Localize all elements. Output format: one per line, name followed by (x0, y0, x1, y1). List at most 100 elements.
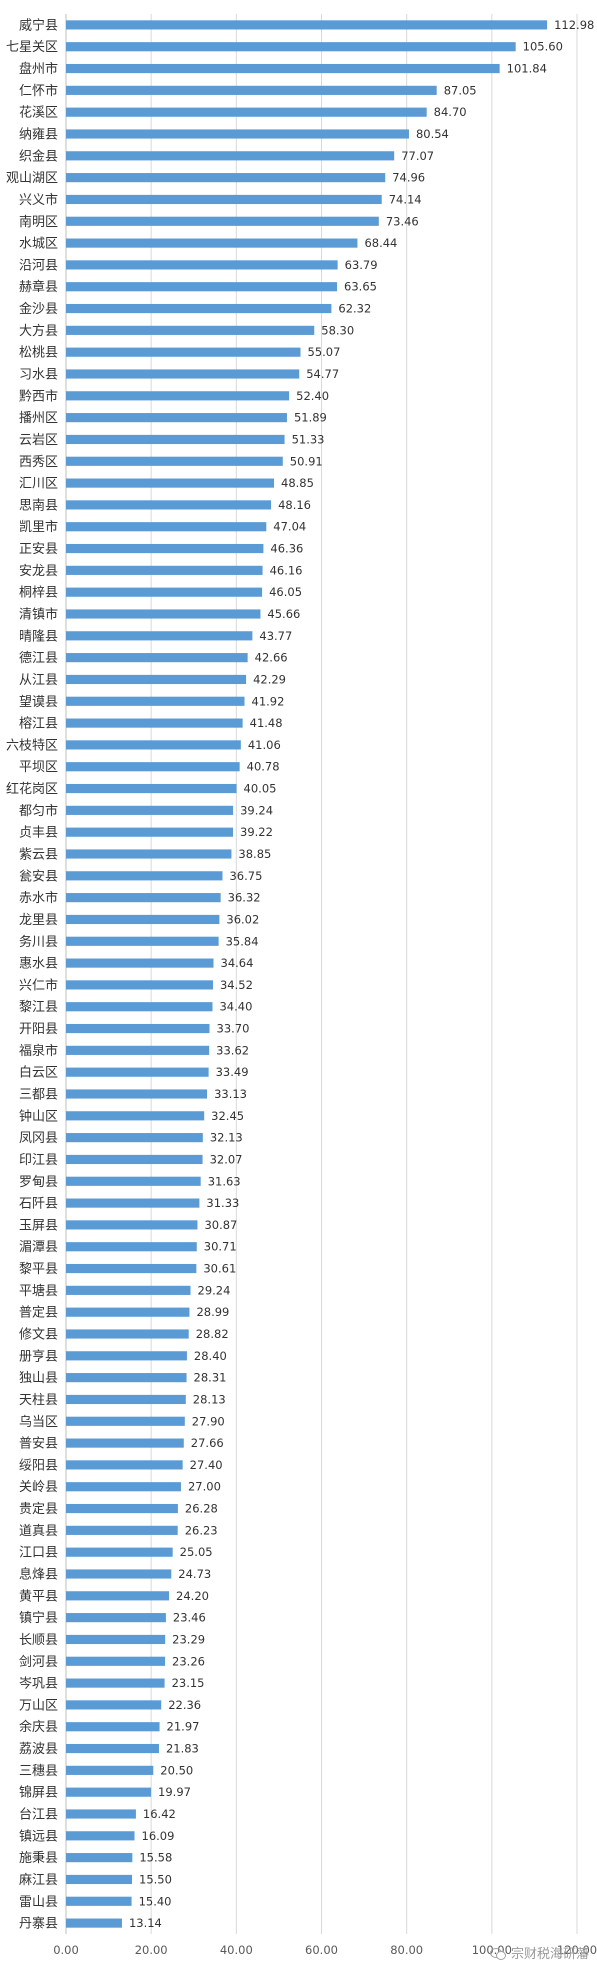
value-label: 30.71 (204, 1240, 237, 1254)
value-label: 34.64 (221, 956, 254, 970)
value-label: 16.09 (142, 1829, 175, 1843)
category-label: 瓮安县 (19, 869, 58, 884)
bar (66, 631, 253, 641)
category-label: 万山区 (19, 1698, 58, 1713)
bar (66, 369, 300, 379)
value-label: 35.84 (226, 934, 259, 948)
value-label: 28.13 (193, 1392, 226, 1406)
bar (66, 1591, 170, 1601)
bar (66, 500, 272, 510)
category-label: 榕江县 (19, 717, 58, 732)
category-label: 剑河县 (19, 1654, 58, 1670)
value-label: 41.92 (252, 694, 285, 708)
category-label: 兴仁市 (19, 977, 58, 993)
value-label: 43.77 (259, 629, 292, 643)
category-label: 绥阳县 (19, 1458, 58, 1473)
category-label: 册亨县 (19, 1348, 58, 1364)
category-label: 观山湖区 (6, 171, 58, 186)
value-label: 21.97 (167, 1720, 200, 1734)
category-label: 石阡县 (19, 1197, 58, 1212)
category-label: 印江县 (19, 1153, 58, 1168)
bar (66, 936, 219, 946)
value-label: 41.48 (250, 716, 283, 730)
category-label: 花溪区 (19, 105, 58, 121)
value-label: 27.40 (190, 1458, 223, 1472)
value-label: 26.23 (185, 1523, 218, 1537)
x-tick-label: 60.00 (305, 1943, 338, 1957)
category-label: 威宁县 (19, 17, 58, 33)
bar (66, 173, 386, 183)
bar (66, 107, 427, 117)
value-label: 34.40 (219, 1000, 252, 1014)
bar (66, 587, 263, 597)
value-label: 23.46 (173, 1611, 206, 1625)
gridlines (65, 14, 578, 1934)
value-label: 36.75 (229, 869, 262, 883)
bar (66, 565, 263, 575)
value-label: 52.40 (296, 389, 329, 403)
category-label: 余庆县 (19, 1719, 58, 1735)
category-label: 钟山区 (19, 1108, 58, 1124)
value-label: 62.32 (338, 302, 371, 316)
category-label: 罗甸县 (19, 1175, 58, 1190)
bar (66, 1285, 191, 1295)
category-label: 务川县 (19, 934, 58, 950)
category-label: 望谟县 (19, 694, 58, 710)
bar (66, 413, 287, 423)
category-label: 道真县 (19, 1524, 58, 1539)
category-label: 修文县 (19, 1328, 58, 1343)
category-label: 江口县 (19, 1546, 58, 1561)
bar (66, 522, 267, 532)
bar (66, 653, 248, 663)
value-label: 39.22 (240, 825, 273, 839)
category-label: 施秉县 (19, 1850, 58, 1866)
value-label: 33.13 (214, 1087, 247, 1101)
bar (66, 216, 379, 226)
bar (66, 1023, 210, 1034)
value-label: 20.50 (160, 1763, 193, 1777)
bar (66, 42, 516, 52)
bar (66, 609, 261, 619)
category-label: 织金县 (19, 148, 58, 164)
value-label: 55.07 (308, 345, 341, 359)
bar (66, 1634, 166, 1645)
bar (66, 914, 220, 925)
bar (66, 1918, 122, 1928)
x-tick-label: 40.00 (220, 1943, 253, 1957)
bar (66, 303, 332, 314)
value-label: 80.54 (416, 127, 449, 141)
bar (66, 696, 245, 706)
category-label: 赫章县 (19, 279, 58, 295)
value-label: 28.31 (194, 1371, 227, 1385)
value-label: 101.84 (507, 62, 547, 76)
category-label: 荔波县 (19, 1742, 58, 1757)
bar (66, 1613, 166, 1623)
bar (66, 1242, 197, 1252)
bar (66, 1765, 154, 1775)
bar (66, 456, 283, 466)
bar (66, 478, 275, 488)
value-label: 32.45 (211, 1109, 244, 1123)
value-label: 51.33 (292, 432, 325, 446)
category-label: 关岭县 (19, 1480, 58, 1495)
bar (66, 434, 285, 445)
category-label: 天柱县 (19, 1393, 58, 1408)
bar (66, 1373, 187, 1383)
category-label: 丹寨县 (19, 1916, 58, 1932)
category-label: 镇宁县 (19, 1610, 58, 1626)
value-label: 15.40 (139, 1894, 172, 1908)
category-label: 播州区 (19, 411, 58, 426)
value-label: 22.36 (168, 1698, 201, 1712)
category-label: 安龙县 (19, 564, 58, 579)
bar (66, 63, 500, 74)
bar (66, 1089, 208, 1099)
category-label: 三都县 (19, 1088, 58, 1103)
value-label: 42.66 (255, 651, 288, 665)
category-label: 湄潭县 (19, 1240, 58, 1255)
category-label: 纳雍县 (19, 127, 58, 143)
category-label: 松桃县 (19, 346, 58, 361)
bar (66, 1547, 173, 1557)
value-label: 24.73 (178, 1567, 211, 1581)
category-label: 七星关区 (6, 40, 58, 55)
